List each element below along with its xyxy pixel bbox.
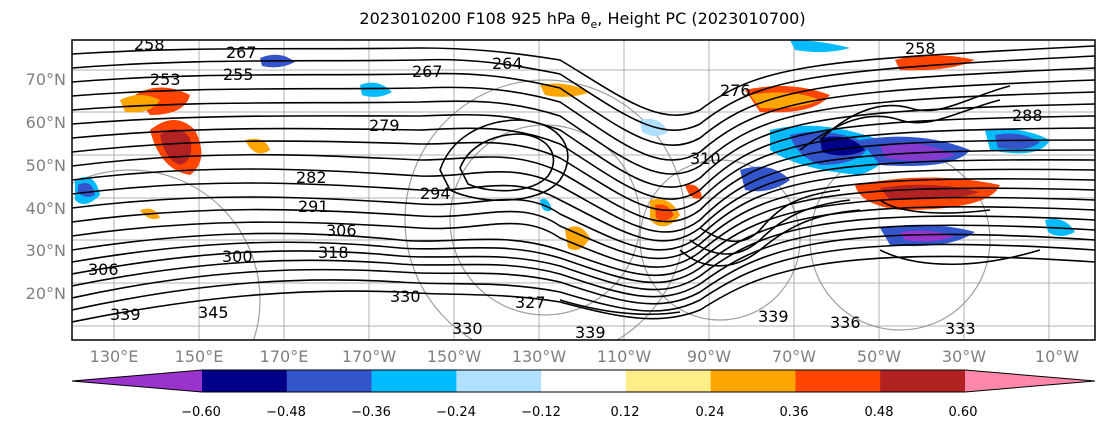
contour-labels: 258 267 255 253 264 267 279 282 294 291 … bbox=[88, 35, 1043, 342]
colorbar-segment bbox=[371, 370, 457, 392]
contour-label: 339 bbox=[110, 305, 141, 324]
lon-label: 170°E bbox=[260, 347, 309, 366]
lon-label: 130°E bbox=[90, 347, 139, 366]
colorbar-label: −0.24 bbox=[436, 405, 476, 420]
contour-label: 306 bbox=[326, 221, 357, 240]
colorbar-segment bbox=[456, 370, 542, 392]
contour-label: 294 bbox=[420, 184, 451, 203]
contour-label: 333 bbox=[945, 319, 976, 338]
colorbar-segment bbox=[286, 370, 373, 392]
contour-label: 258 bbox=[134, 35, 165, 54]
lon-label: 90°W bbox=[687, 347, 731, 366]
lat-label: 50°N bbox=[26, 156, 66, 175]
contour-label: 336 bbox=[830, 313, 861, 332]
lat-label: 40°N bbox=[26, 199, 66, 218]
colorbar-label: 0.36 bbox=[780, 405, 809, 420]
colorbar-segment bbox=[710, 370, 796, 392]
contour-label: 310 bbox=[690, 149, 721, 168]
contour-label: 253 bbox=[150, 70, 181, 89]
contour-label: 258 bbox=[905, 39, 936, 58]
lat-labels: 70°N 60°N 50°N 40°N 30°N 20°N bbox=[26, 70, 66, 303]
lat-label: 70°N bbox=[26, 70, 66, 89]
contour-label: 339 bbox=[758, 307, 789, 326]
colorbar-segments bbox=[71, 369, 1096, 393]
colorbar-segment bbox=[795, 370, 881, 392]
contour-label: 300 bbox=[222, 247, 253, 266]
lon-label: 30°W bbox=[942, 347, 986, 366]
colorbar-outline bbox=[71, 369, 1096, 393]
lon-label: 110°W bbox=[597, 347, 652, 366]
contour-label: 267 bbox=[226, 43, 257, 62]
colorbar-label: 0.24 bbox=[696, 405, 725, 420]
contour-label: 330 bbox=[452, 319, 483, 338]
contour-label: 255 bbox=[223, 65, 254, 84]
contour-label: 291 bbox=[298, 197, 329, 216]
colorbar-label: −0.12 bbox=[521, 405, 561, 420]
contour-label: 267 bbox=[412, 62, 443, 81]
lon-labels: 130°E 150°E 170°E 170°W 150°W 130°W 110°… bbox=[90, 347, 1080, 366]
colorbar-segment bbox=[202, 370, 288, 392]
lat-label: 30°N bbox=[26, 241, 66, 260]
colorbar-label: −0.48 bbox=[266, 405, 306, 420]
map-panel: 258 267 255 253 264 267 279 282 294 291 … bbox=[71, 35, 1096, 342]
colorbar-label: 0.48 bbox=[865, 405, 894, 420]
lon-label: 50°W bbox=[857, 347, 901, 366]
map-title: 2023010200 F108 925 hPa θe, Height PC (2… bbox=[359, 9, 806, 32]
colorbar: −0.60 −0.48 −0.36 −0.24 −0.12 0.12 0.24 … bbox=[71, 369, 1096, 420]
colorbar-segment bbox=[625, 370, 712, 392]
lat-label: 60°N bbox=[26, 113, 66, 132]
colorbar-labels: −0.60 −0.48 −0.36 −0.24 −0.12 0.12 0.24 … bbox=[181, 405, 977, 420]
colorbar-segment bbox=[541, 370, 627, 392]
contour-label: 345 bbox=[198, 303, 229, 322]
contour-label: 306 bbox=[88, 260, 119, 279]
contour-label: 339 bbox=[575, 323, 606, 342]
lon-label: 170°W bbox=[342, 347, 397, 366]
contour-label: 327 bbox=[515, 293, 546, 312]
colorbar-segment bbox=[880, 370, 966, 392]
contour-label: 282 bbox=[296, 168, 327, 187]
contour-label: 276 bbox=[720, 81, 751, 100]
contour-label: 279 bbox=[369, 116, 400, 135]
lat-label: 20°N bbox=[26, 284, 66, 303]
contour-label: 264 bbox=[492, 54, 523, 73]
height-contours bbox=[72, 45, 1095, 323]
colorbar-segment bbox=[72, 370, 202, 392]
lon-label: 150°W bbox=[427, 347, 482, 366]
colorbar-label: 0.60 bbox=[949, 405, 978, 420]
colorbar-label: 0.12 bbox=[611, 405, 640, 420]
lon-label: 150°E bbox=[175, 347, 224, 366]
contour-label: 330 bbox=[390, 287, 421, 306]
contour-label: 288 bbox=[1012, 106, 1043, 125]
lon-label: 70°W bbox=[772, 347, 816, 366]
colorbar-segment bbox=[965, 370, 1095, 392]
colorbar-label: −0.60 bbox=[181, 405, 221, 420]
colorbar-label: −0.36 bbox=[351, 405, 391, 420]
contour-label: 318 bbox=[318, 243, 349, 262]
lon-label: 130°W bbox=[512, 347, 567, 366]
lon-label: 10°W bbox=[1035, 347, 1079, 366]
